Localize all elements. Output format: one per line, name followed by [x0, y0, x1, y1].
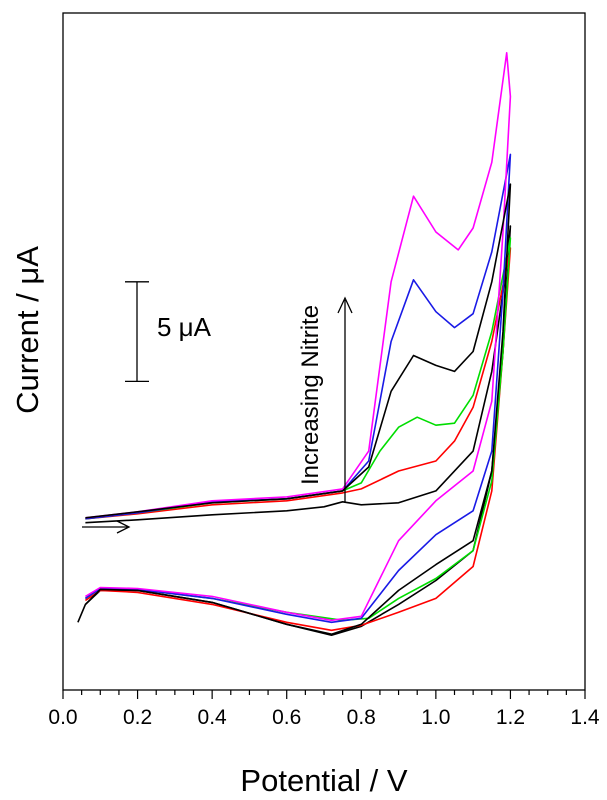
- series-line-1: [77, 225, 512, 636]
- x-tick-label: 0.6: [272, 706, 301, 729]
- x-tick-label: 0.0: [48, 706, 77, 729]
- series-line-5: [84, 52, 512, 622]
- x-tick-label: 1.4: [570, 706, 600, 729]
- x-tick-label: 1.2: [496, 706, 525, 729]
- x-tick-label: 1.0: [421, 706, 450, 729]
- trend-annotation: Increasing Nitrite: [297, 296, 353, 503]
- scan-direction-arrow: [82, 520, 131, 534]
- series-line-6: [84, 183, 512, 635]
- scale-bar: 5 μA: [125, 281, 212, 383]
- right-arrow-icon: [116, 520, 131, 534]
- x-axis-title: Potential / V: [240, 763, 407, 798]
- x-axis-tick-labels: 0.0 0.2 0.4 0.6 0.8 1.0 1.2 1.4: [48, 706, 600, 729]
- up-arrow-icon: [337, 296, 353, 314]
- x-tick-label: 0.8: [347, 706, 376, 729]
- scale-bar-label: 5 μA: [157, 312, 212, 342]
- series-layer: [77, 52, 512, 636]
- trend-label: Increasing Nitrite: [297, 305, 324, 485]
- x-axis-ticks: [62, 690, 586, 699]
- x-tick-label: 0.2: [123, 706, 152, 729]
- x-tick-label: 0.4: [198, 706, 228, 729]
- y-axis-title: Current / μA: [10, 246, 45, 414]
